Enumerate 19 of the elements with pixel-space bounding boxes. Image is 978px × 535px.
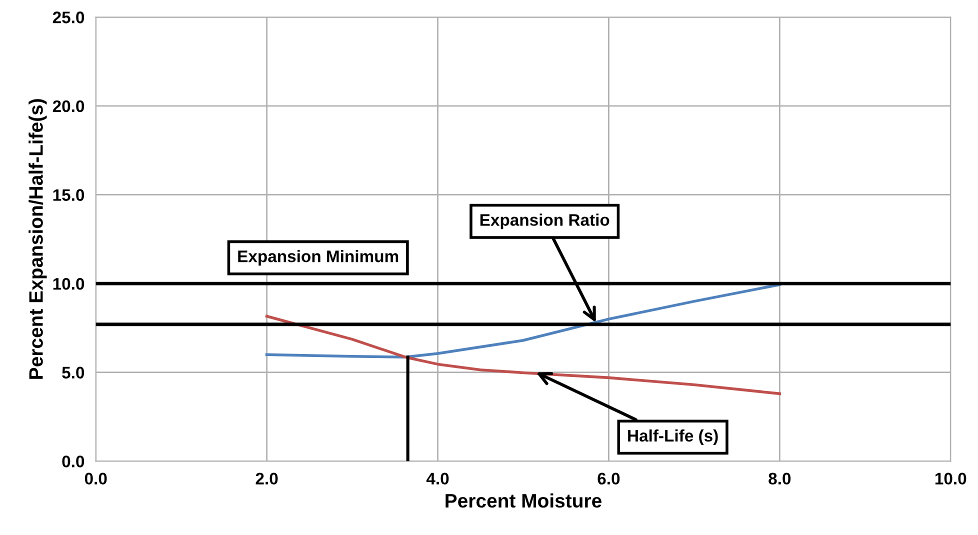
- y-tick-label: 10.0: [53, 278, 84, 290]
- ref-line-label: Expansion Minimum: [238, 250, 398, 266]
- y-tick-label: 5.0: [62, 366, 84, 379]
- x-tick-label: 4.0: [426, 472, 449, 485]
- line-series: [265, 314, 782, 396]
- x-tick-label: 6.0: [598, 472, 620, 485]
- x-tick-label: 2.0: [256, 472, 278, 485]
- x-tick-label: 0.0: [84, 472, 107, 485]
- y-tick-label: 20.0: [52, 100, 84, 112]
- x-tick-label: 8.0: [768, 472, 791, 485]
- y-tick-label: 0.0: [62, 456, 84, 468]
- y-tick-label: 15.0: [53, 189, 84, 201]
- line-series: [265, 283, 782, 358]
- annotation: Expansion Ratio: [480, 214, 610, 230]
- y-tick-label: 25.0: [52, 12, 84, 24]
- annotation: Half-Life (s): [628, 429, 718, 445]
- y-axis-title: Percent Expansion/Half-Life(s): [28, 99, 47, 379]
- x-tick-label: 10.0: [935, 472, 966, 485]
- x-axis-title: Percent Moisture: [446, 493, 602, 508]
